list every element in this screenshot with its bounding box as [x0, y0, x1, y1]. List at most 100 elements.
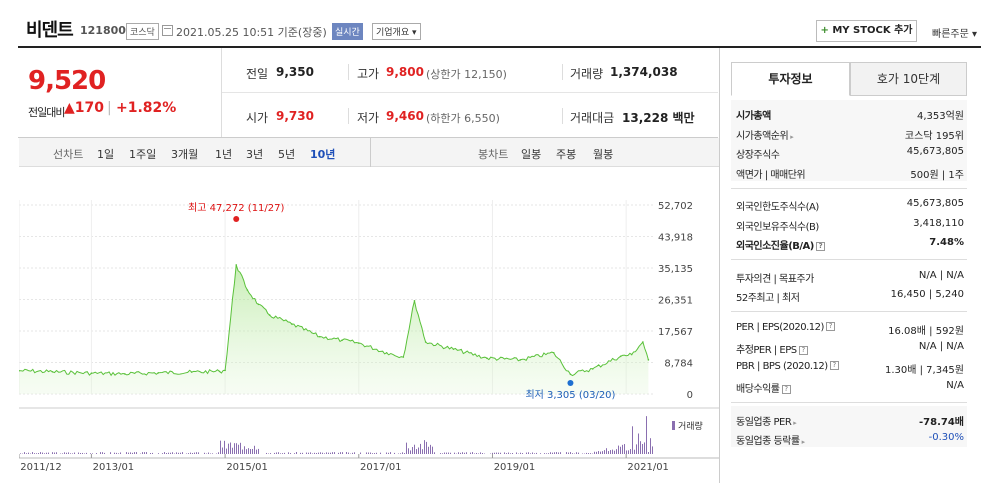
period-5y[interactable]: 5년 — [278, 148, 296, 161]
volume-bar — [248, 448, 249, 454]
column-divider — [348, 108, 349, 124]
help-icon[interactable]: ? — [825, 322, 835, 331]
x-tick-label: 2017/01 — [360, 462, 402, 473]
data-point — [51, 370, 54, 373]
info-row[interactable]: 추정PER | EPS? N/A | N/A — [731, 338, 967, 358]
info-separator — [731, 187, 967, 189]
price-chart[interactable]: 52,702 43,918 35,135 26,351 17,567 8,784 0 최고 … — [19, 168, 719, 483]
y-tick-label: 52,702 — [658, 201, 693, 212]
info-section-bg — [731, 405, 967, 447]
volume-bar — [276, 452, 277, 454]
volume-bar — [570, 452, 571, 454]
volume-bar — [66, 452, 67, 454]
info-row: 액면가 | 매매단위 500원 | 1주 — [731, 163, 967, 183]
info-key: 동일업종 등락률 ▸ — [736, 436, 805, 447]
tab-orderbook[interactable]: 호가 10단계 — [850, 62, 967, 96]
info-row[interactable]: PER | EPS(2020.12)? 16.08배 | 592원 — [731, 319, 967, 339]
volume-bar — [236, 443, 237, 454]
quick-order-dropdown[interactable]: 빠른주문 ▾ — [932, 29, 977, 40]
volume-bar — [118, 453, 119, 454]
volume-bar — [194, 452, 195, 454]
info-row[interactable]: 동일업종 PER ▸ -78.74배 — [731, 410, 967, 430]
help-icon[interactable]: ? — [815, 241, 825, 251]
help-icon[interactable]: ? — [829, 361, 839, 370]
info-key: 외국인소진율(B/A)? — [736, 237, 825, 252]
column-divider — [348, 64, 349, 80]
high-label: 고가 — [357, 67, 380, 81]
volume-bar — [620, 446, 621, 454]
volume-bar — [406, 442, 407, 454]
volume-bar — [568, 452, 569, 454]
info-row[interactable]: 외국인소진율(B/A)? 7.48% — [731, 234, 967, 254]
volume-bar — [366, 452, 367, 454]
info-key: 투자의견 | 목표주가 — [736, 273, 814, 285]
volume-bar — [302, 452, 303, 454]
y-tick-label: 43,918 — [658, 233, 693, 244]
candle-monthly[interactable]: 월봉 — [593, 148, 614, 161]
company-overview-dropdown[interactable]: 기업개요 ▾ — [372, 23, 421, 40]
data-point — [619, 355, 622, 358]
info-row[interactable]: 배당수익률? N/A — [731, 377, 967, 397]
volume-bar — [134, 452, 135, 454]
info-row[interactable]: 시가총액순위 ▸ 코스닥 195위 — [731, 124, 967, 144]
volume-bar — [400, 453, 401, 454]
lower-limit: (하한가 6,550) — [426, 112, 500, 125]
volume-bar — [144, 452, 145, 454]
period-3y[interactable]: 3년 — [246, 148, 264, 161]
info-row[interactable]: 동일업종 등락률 ▸ -0.30% — [731, 429, 967, 449]
volume-bar — [368, 452, 369, 454]
period-1y[interactable]: 1년 — [215, 148, 233, 161]
volume-bar — [640, 441, 641, 454]
volume-bar — [316, 452, 317, 454]
data-point — [402, 356, 405, 358]
volume-bar — [150, 453, 151, 454]
volume-bar — [496, 452, 497, 454]
amount-label: 거래대금 — [570, 111, 615, 125]
volume-bar — [32, 452, 33, 454]
volume-bar — [44, 453, 45, 454]
volume-bar — [410, 450, 411, 454]
volume-bar — [440, 453, 441, 454]
volume-bar — [628, 450, 629, 454]
realtime-badge[interactable]: 실시간 — [332, 23, 363, 40]
volume-bar — [618, 445, 619, 454]
info-key: PER | EPS(2020.12)? — [736, 322, 835, 333]
change-amount: ▲170 — [64, 100, 104, 116]
volume-bar — [274, 452, 275, 454]
volume-bar — [266, 452, 267, 454]
volume-bar — [582, 453, 583, 454]
tab-invest-info[interactable]: 투자정보 — [731, 62, 850, 96]
volume-bar — [238, 444, 239, 454]
period-3m[interactable]: 3개월 — [171, 148, 199, 161]
volume-bar — [224, 440, 225, 454]
amount-value: 13,228 백만 — [622, 111, 695, 125]
info-key: 상장주식수 — [736, 150, 780, 161]
info-row[interactable]: PBR | BPS (2020.12)? 1.30배 | 7,345원 — [731, 358, 967, 378]
volume-bar — [626, 450, 627, 454]
help-icon[interactable]: ? — [781, 384, 791, 394]
volume-bar — [70, 453, 71, 454]
volume-bar — [176, 452, 177, 454]
help-icon[interactable]: ? — [798, 345, 808, 355]
volume-bar — [426, 441, 427, 454]
volume-bar — [470, 452, 471, 454]
data-point — [157, 372, 160, 374]
volume-bar — [178, 452, 179, 454]
info-separator — [731, 402, 967, 403]
period-1w[interactable]: 1주일 — [129, 148, 157, 161]
add-mystock-button[interactable]: + MY STOCK 추가 — [816, 20, 917, 42]
volume-bar — [522, 453, 523, 454]
period-1d[interactable]: 1일 — [97, 148, 115, 161]
volume-legend: 거래량 — [678, 420, 703, 432]
volume-bar — [548, 453, 549, 454]
volume-bar — [352, 452, 353, 454]
volume-bar — [458, 452, 459, 454]
volume-bar — [228, 443, 229, 454]
volume-bar — [86, 452, 87, 454]
volume-bar — [36, 453, 37, 454]
column-divider — [562, 64, 563, 80]
candle-daily[interactable]: 일봉 — [521, 148, 542, 161]
candle-weekly[interactable]: 주봉 — [556, 148, 577, 161]
info-value: -0.30% — [928, 432, 964, 443]
period-10y[interactable]: 10년 — [310, 148, 336, 161]
